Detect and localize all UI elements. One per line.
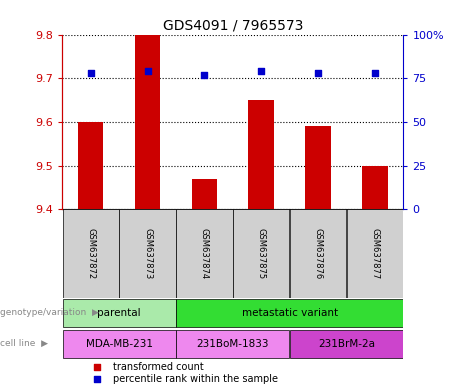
Text: cell line  ▶: cell line ▶ — [0, 339, 48, 348]
Text: transformed count: transformed count — [113, 362, 204, 372]
Point — [314, 70, 322, 76]
Title: GDS4091 / 7965573: GDS4091 / 7965573 — [163, 18, 303, 32]
Bar — [176, 330, 290, 358]
Text: 231BrM-2a: 231BrM-2a — [318, 339, 375, 349]
Point — [258, 68, 265, 74]
Text: GSM637872: GSM637872 — [86, 228, 95, 279]
Text: MDA-MB-231: MDA-MB-231 — [86, 339, 153, 349]
Bar — [176, 209, 232, 298]
Bar — [119, 209, 176, 298]
Bar — [63, 209, 119, 298]
Text: GSM637874: GSM637874 — [200, 228, 209, 279]
Point — [371, 70, 378, 76]
Bar — [290, 330, 403, 358]
Bar — [248, 100, 274, 209]
Bar — [78, 122, 103, 209]
Bar — [176, 299, 403, 327]
Text: GSM637877: GSM637877 — [371, 228, 379, 279]
Bar — [305, 126, 331, 209]
Bar — [192, 179, 217, 209]
Text: 231BoM-1833: 231BoM-1833 — [196, 339, 269, 349]
Text: GSM637873: GSM637873 — [143, 228, 152, 279]
Bar — [290, 209, 346, 298]
Point — [144, 68, 151, 74]
Bar — [63, 330, 176, 358]
Text: genotype/variation  ▶: genotype/variation ▶ — [0, 308, 99, 318]
Text: GSM637875: GSM637875 — [257, 228, 266, 279]
Bar — [135, 35, 160, 209]
Point — [87, 70, 95, 76]
Text: metastatic variant: metastatic variant — [242, 308, 338, 318]
Bar — [362, 166, 388, 209]
Point — [93, 364, 100, 370]
Text: parental: parental — [97, 308, 141, 318]
Point — [93, 376, 100, 382]
Bar — [347, 209, 403, 298]
Text: GSM637876: GSM637876 — [313, 228, 323, 279]
Point — [201, 72, 208, 78]
Bar — [63, 299, 176, 327]
Bar — [233, 209, 290, 298]
Text: percentile rank within the sample: percentile rank within the sample — [113, 374, 278, 384]
